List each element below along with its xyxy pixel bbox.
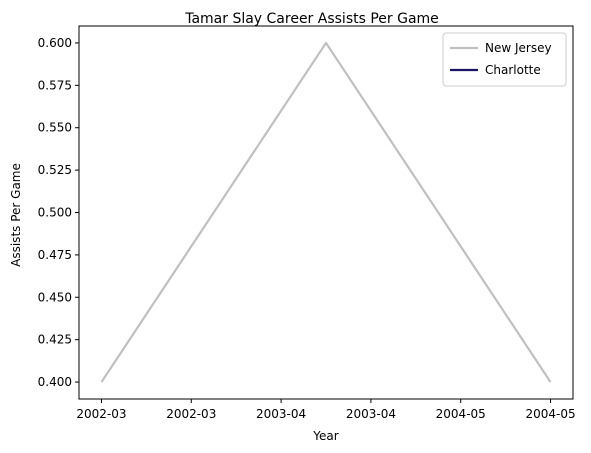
y-axis-label: Assists Per Game bbox=[9, 163, 23, 267]
y-tick-label: 0.525 bbox=[38, 163, 72, 177]
legend-label: New Jersey bbox=[485, 41, 552, 55]
series-layer bbox=[100, 41, 552, 383]
y-tick-label: 0.425 bbox=[38, 333, 72, 347]
plot-frame bbox=[78, 25, 574, 400]
y-tick-label: 0.400 bbox=[38, 375, 72, 389]
x-tick-label: 2003-04 bbox=[256, 407, 306, 421]
y-tick-label: 0.500 bbox=[38, 206, 72, 220]
legend-box bbox=[442, 32, 567, 87]
y-tick-label: 0.575 bbox=[38, 78, 72, 92]
y-tick-label: 0.600 bbox=[38, 36, 72, 50]
legend: New Jersey Charlotte bbox=[442, 32, 567, 87]
x-axis-label: Year bbox=[312, 429, 338, 443]
x-axis-ticks: 2002-03 2002-03 2003-04 2003-04 2004-05 2004-… bbox=[76, 399, 576, 421]
y-tick-label: 0.475 bbox=[38, 248, 72, 262]
y-tick-label: 0.550 bbox=[38, 121, 72, 135]
legend-label: Charlotte bbox=[485, 63, 541, 77]
x-tick-label: 2003-04 bbox=[346, 407, 396, 421]
chart-title: Tamar Slay Career Assists Per Game bbox=[184, 11, 439, 27]
x-tick-label: 2004-05 bbox=[436, 407, 486, 421]
series-line-0 bbox=[100, 41, 552, 383]
y-axis-ticks: 0.400 0.425 0.450 0.475 0.500 0.525 0.550 0.575… bbox=[38, 36, 79, 389]
x-tick-label: 2004-05 bbox=[525, 407, 575, 421]
x-tick-label: 2002-03 bbox=[166, 407, 216, 421]
x-tick-label: 2002-03 bbox=[76, 407, 126, 421]
y-tick-label: 0.450 bbox=[38, 290, 72, 304]
